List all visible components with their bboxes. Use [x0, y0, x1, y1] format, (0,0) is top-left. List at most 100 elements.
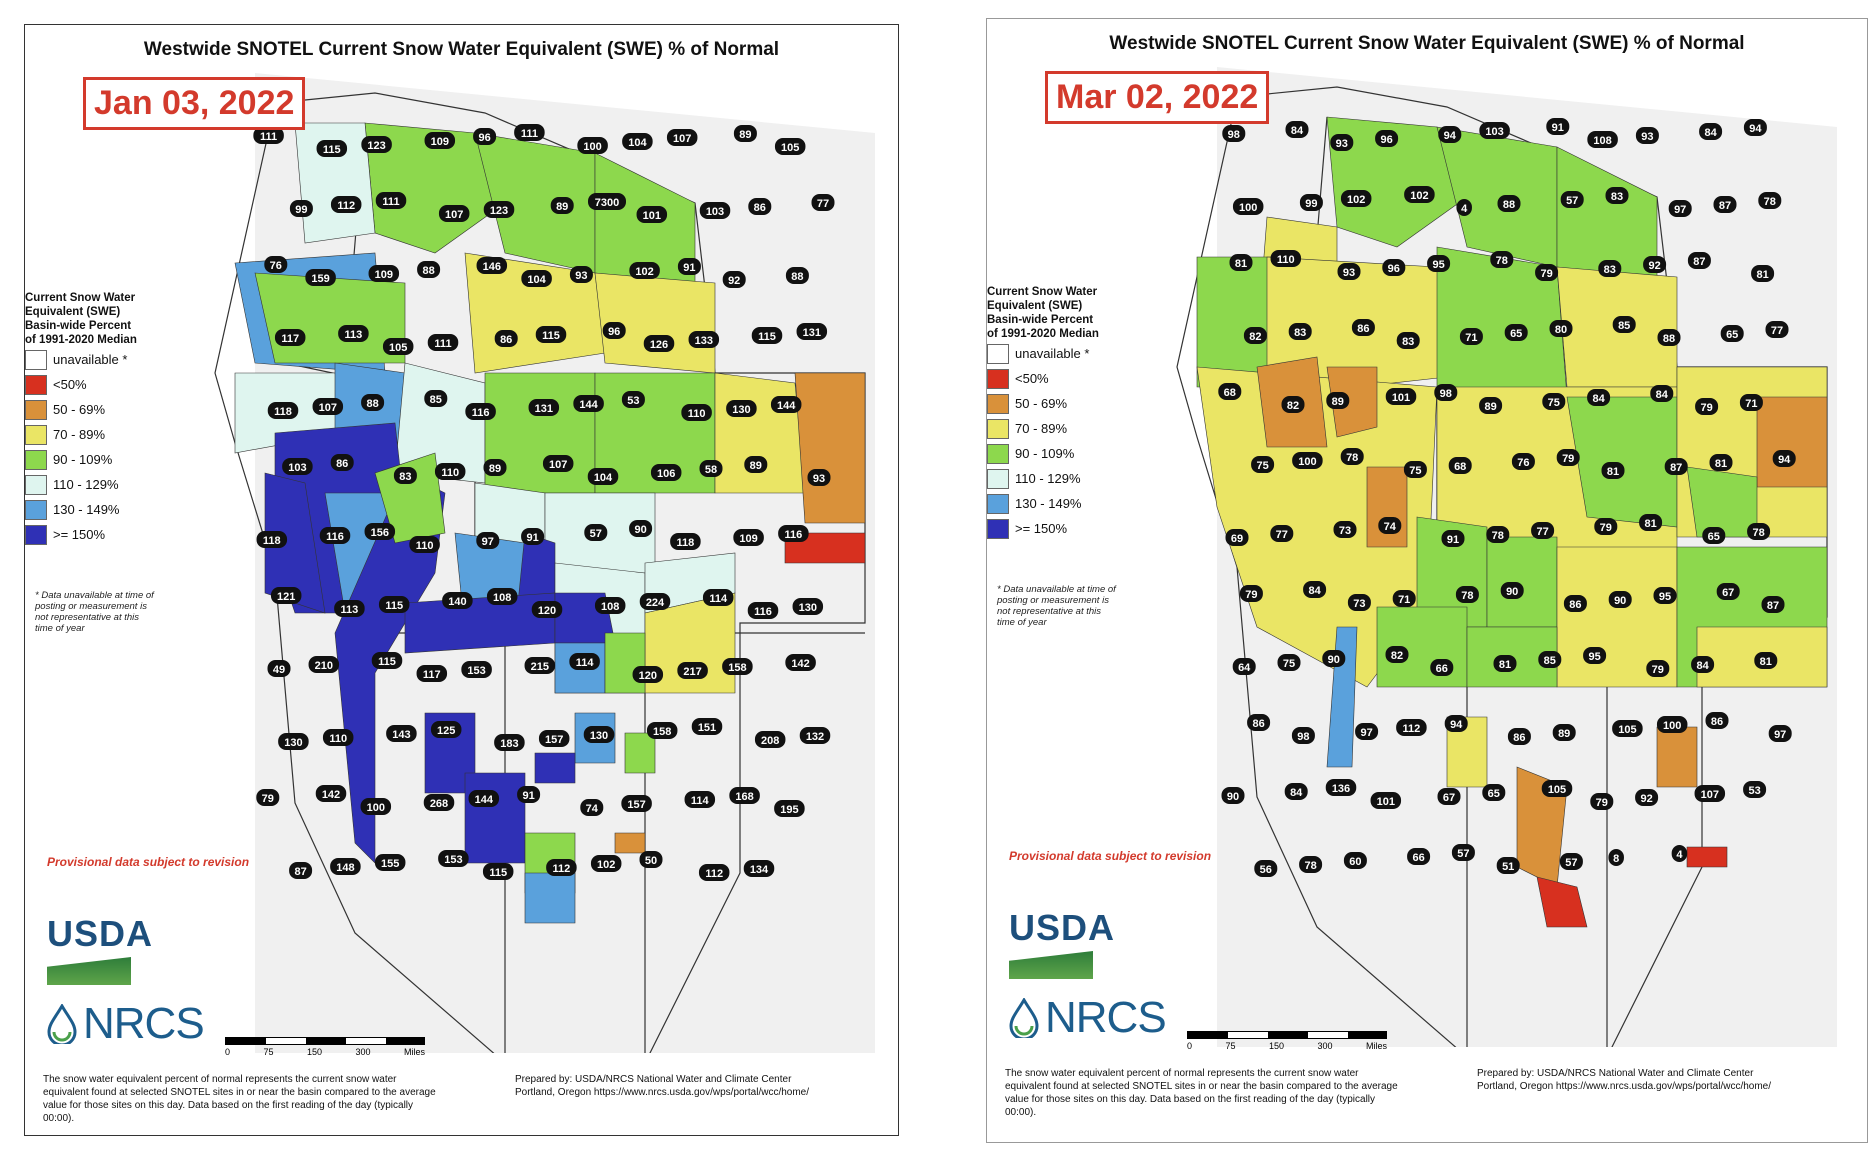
basin-value: 156 — [371, 527, 389, 539]
basin-value-badge: 82 — [1281, 396, 1305, 413]
basin-value: 79 — [1562, 453, 1574, 465]
legend-swatch — [25, 449, 47, 470]
legend-label: 50 - 69% — [1015, 396, 1068, 411]
basin-value-badge: 81 — [1751, 265, 1775, 282]
basin-value-badge: 98 — [1222, 125, 1246, 142]
basin-value-badge: 64 — [1232, 658, 1256, 675]
basin-value-badge: 86 — [1247, 714, 1271, 731]
legend: Current Snow Water Equivalent (SWE) Basi… — [987, 285, 1147, 541]
basin-value: 79 — [1540, 268, 1552, 280]
basin-value: 116 — [472, 407, 490, 419]
basin-value: 87 — [294, 866, 306, 878]
basin-value-badge: 100 — [1656, 716, 1688, 733]
basin-value-badge: 92 — [1635, 789, 1659, 806]
basin-value-badge: 65 — [1702, 527, 1726, 544]
basin-value-badge: 107 — [438, 205, 470, 222]
legend-label: 90 - 109% — [1015, 446, 1075, 461]
basin-value: 81 — [1499, 659, 1511, 671]
legend-item: 70 - 89% — [987, 416, 1147, 441]
basin-value: 101 — [1392, 392, 1410, 404]
basin-value-badge: 117 — [274, 329, 306, 346]
basin-value: 144 — [777, 400, 796, 412]
basin-value: 75 — [1283, 658, 1295, 670]
basin-value-badge: 111 — [253, 127, 284, 144]
usda-logo-text: USDA — [47, 913, 154, 954]
basin-value-badge: 83 — [393, 467, 417, 484]
basin-value-badge: 78 — [1455, 586, 1479, 603]
basin-value-badge: 97 — [1668, 200, 1692, 217]
basin-value-badge: 84 — [1303, 581, 1327, 598]
basin-value-badge: 86 — [1563, 595, 1587, 612]
legend-swatch — [25, 424, 47, 445]
basin-value: 89 — [739, 129, 751, 141]
basin-value-badge: 105 — [1612, 720, 1643, 737]
basin-value: 105 — [1548, 784, 1566, 796]
basin-value: 91 — [683, 262, 695, 274]
basin-value-badge: 111 — [514, 124, 545, 141]
basin-value-badge: 68 — [1448, 457, 1472, 474]
basin-value-badge: 114 — [569, 653, 600, 670]
basin-value: 84 — [1656, 389, 1669, 401]
legend-swatch — [987, 518, 1009, 539]
basin-value-badge: 96 — [602, 322, 626, 339]
basin-value-badge: 90 — [1322, 650, 1346, 667]
legend-swatch — [25, 474, 47, 495]
basin-value-badge: 84 — [1699, 123, 1723, 140]
basin-value: 86 — [1569, 599, 1581, 611]
basin-value: 104 — [594, 472, 613, 484]
legend-swatch — [987, 443, 1009, 464]
basin-value-badge: 93 — [1337, 263, 1361, 280]
basin-value-badge: 71 — [1739, 394, 1763, 411]
basin-value: 64 — [1238, 662, 1251, 674]
basin-value: 87 — [1719, 200, 1731, 212]
basin-value-badge: 112 — [1396, 719, 1427, 736]
basin-value-badge: 77 — [1765, 321, 1789, 338]
basin-value: 208 — [761, 735, 779, 747]
basin-value-badge: 109 — [368, 265, 400, 282]
basin-value-badge: 102 — [1340, 190, 1372, 207]
basin-value-badge: 105 — [774, 138, 806, 155]
basin-value-badge: 107 — [666, 129, 698, 146]
basin-value: 108 — [1593, 135, 1611, 147]
basin-value-badge: 108 — [594, 597, 626, 614]
basin-value: 104 — [527, 274, 546, 286]
basin-value-badge: 155 — [374, 854, 406, 871]
basin-value-badge: 116 — [465, 403, 496, 420]
basin-value: 90 — [1328, 654, 1340, 666]
basin-value-badge: 89 — [483, 459, 507, 476]
legend-label: 70 - 89% — [53, 427, 106, 442]
basin-value: 83 — [1294, 327, 1306, 339]
basin-value-badge: 159 — [305, 269, 336, 286]
basin-value-badge: 195 — [774, 800, 805, 817]
basin-value: 71 — [1745, 398, 1757, 410]
basin-value-badge: 151 — [691, 718, 723, 735]
basin-value-badge: 57 — [1451, 844, 1475, 861]
basin-value: 117 — [281, 333, 299, 345]
basin-value: 82 — [1391, 650, 1403, 662]
basin-value: 159 — [311, 273, 329, 285]
basin-value: 114 — [709, 593, 728, 605]
basin-value-badge: 66 — [1430, 659, 1454, 676]
basin-value: 99 — [1305, 198, 1317, 210]
basin-value: 84 — [1290, 787, 1303, 799]
basin-value: 85 — [430, 394, 442, 406]
legend-label: 50 - 69% — [53, 402, 106, 417]
basin-value-badge: 84 — [1650, 385, 1674, 402]
basin-value: 77 — [1276, 529, 1288, 541]
basin-value-badge: 60 — [1343, 852, 1367, 869]
basin-value: 86 — [1513, 732, 1525, 744]
basin-value-badge: 156 — [364, 523, 396, 540]
basin-value: 94 — [1778, 454, 1791, 466]
basin-value: 81 — [1760, 656, 1772, 668]
basin-value: 89 — [750, 460, 762, 472]
basin-value-badge: 83 — [1605, 187, 1629, 204]
basin-value: 110 — [329, 733, 347, 745]
basin-value: 57 — [1565, 857, 1577, 869]
basin-value-badge: 109 — [733, 529, 764, 546]
basin-value-badge: 78 — [1747, 523, 1771, 540]
basin-value-badge: 112 — [546, 859, 577, 876]
usda-field-icon — [1009, 951, 1093, 979]
basin-value-badge: 79 — [1535, 264, 1559, 281]
legend-item: 130 - 149% — [25, 497, 185, 522]
basin-value: 148 — [336, 862, 354, 874]
